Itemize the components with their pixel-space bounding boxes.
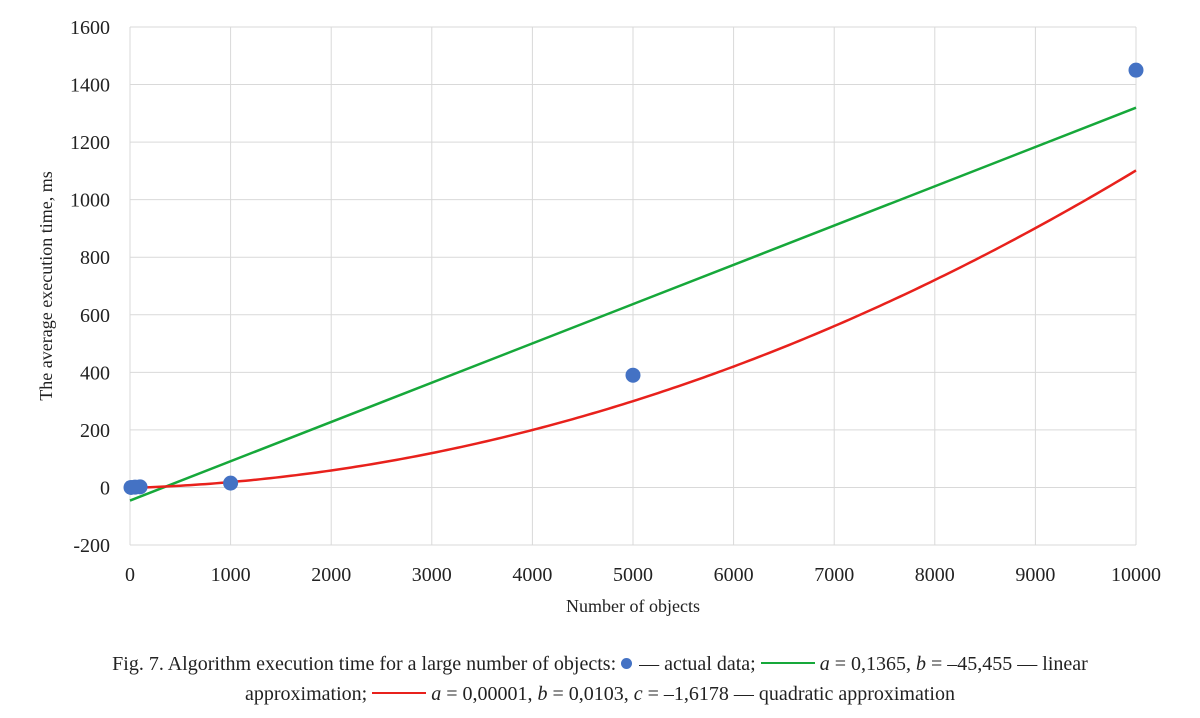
caption-quad-c: = –1,6178 — quadratic approximation [647,683,955,705]
caption-var-b2: b [537,683,548,705]
caption-var-a2: a [431,683,442,705]
x-tick-label: 10000 [1111,564,1161,586]
y-tick-label: 800 [80,247,110,269]
execution-time-chart: -200 0 200 400 600 800 1000 1200 1400 1600 0 1000 2… [36,17,1161,616]
x-tick-label: 2000 [311,564,351,586]
caption-quad-b: = 0,0103, [552,683,629,705]
x-tick-label: 7000 [814,564,854,586]
y-tick-label: 200 [80,420,110,442]
x-tick-label: 9000 [1015,564,1055,586]
x-tick-label: 5000 [613,564,653,586]
legend-dot-icon [621,658,633,670]
data-point [132,479,148,495]
y-tick-label: 1400 [70,75,110,97]
quadratic-approximation-curve [129,169,1137,490]
caption-var-b: b [916,653,927,675]
y-tick-label: 0 [100,477,110,499]
caption-lead: Fig. 7. Algorithm execution time for a l… [112,653,617,675]
y-tick-label: 600 [80,305,110,327]
caption-linear-a: = 0,1365, [834,653,912,675]
data-points [123,62,1144,495]
legend-quadratic-line-icon [372,692,427,695]
caption-linear-b: = –45,455 — linear approximation; [245,653,1088,705]
x-axis-title: Number of objects [566,596,700,616]
x-tick-label: 8000 [915,564,955,586]
data-point [1128,62,1144,78]
x-tick-label: 0 [125,564,135,586]
y-tick-labels: -200 0 200 400 600 800 1000 1200 1400 1600 [70,17,110,557]
caption-actual: — actual data; [639,653,756,675]
linear-approximation-line [129,106,1137,502]
data-point [625,367,641,383]
data-point [223,475,239,491]
caption-quad-a: = 0,00001, [446,683,533,705]
y-axis-title: The average execution time, ms [36,171,56,400]
y-tick-label: 1200 [70,132,110,154]
figure-caption: Fig. 7. Algorithm execution time for a l… [60,649,1140,709]
fit-lines [129,106,1137,502]
x-tick-label: 3000 [412,564,452,586]
y-tick-label: 1000 [70,190,110,212]
y-tick-label: -200 [73,535,110,557]
legend-linear-line-icon [760,662,815,665]
x-tick-label: 6000 [714,564,754,586]
y-tick-label: 400 [80,362,110,384]
caption-var-c: c [633,683,643,705]
grid-lines [129,26,1137,546]
y-tick-label: 1600 [70,17,110,39]
x-tick-labels: 0 1000 2000 3000 4000 5000 6000 7000 8000 9000 100… [125,564,1161,586]
x-tick-label: 1000 [211,564,251,586]
caption-var-a: a [819,653,830,675]
x-tick-label: 4000 [512,564,552,586]
